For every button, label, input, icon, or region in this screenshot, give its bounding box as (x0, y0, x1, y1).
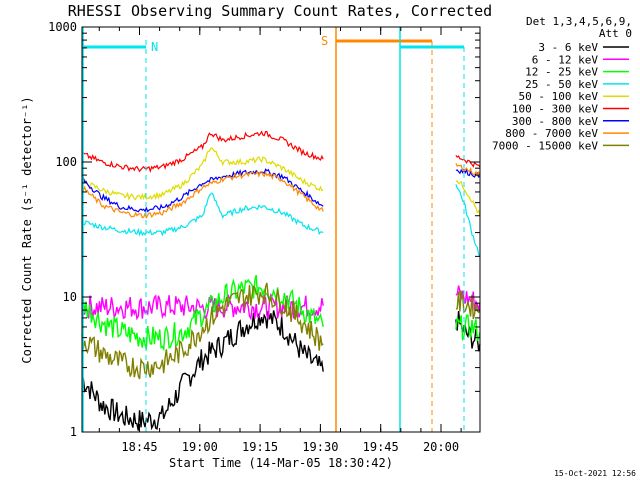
axes: 18:45 19:00 19:15 19:30 19:45 20:00 1 10 100 1000 (48, 20, 480, 454)
observation-markers: N S (82, 27, 465, 432)
legend-label-1: 6 - 12 keV (532, 53, 599, 66)
series-line-5-seg-0 (81, 130, 324, 174)
legend-header-1: Det 1,3,4,5,6,9, (526, 15, 632, 28)
legend-label-8: 7000 - 15000 keV (492, 139, 598, 152)
legend-label-5: 100 - 300 keV (512, 103, 598, 116)
legend-label-2: 12 - 25 keV (525, 66, 598, 79)
x-tick-label-5: 20:00 (423, 440, 459, 454)
series-line-3-seg-1 (455, 184, 481, 257)
x-tick-label-3: 19:30 (302, 440, 338, 454)
legend-label-0: 3 - 6 keV (538, 41, 598, 54)
y-tick-label-3: 1000 (48, 20, 77, 34)
series-line-7-seg-1 (455, 162, 481, 177)
legend-header-2: Att 0 (599, 27, 632, 40)
chart-title: RHESSI Observing Summary Count Rates, Co… (68, 2, 492, 20)
y-axis-label: Corrected Count Rate (s⁻¹ detector⁻¹) (20, 96, 34, 363)
plot-frame (81, 26, 481, 433)
saa-label: S (321, 34, 328, 48)
x-axis-label: Start Time (14-Mar-05 18:30:42) (169, 456, 393, 470)
legend-label-7: 800 - 7000 keV (505, 127, 598, 140)
y-tick-label-0: 1 (70, 425, 77, 439)
series-line-2-seg-1 (455, 314, 481, 343)
x-tick-label-0: 18:45 (121, 440, 157, 454)
legend-label-6: 300 - 800 keV (512, 115, 598, 128)
series-line-0-seg-0 (82, 310, 324, 431)
night-label: N (151, 40, 158, 54)
footer-date: 15-Oct-2021 12:56 (554, 469, 636, 478)
legend-label-3: 25 - 50 keV (525, 78, 598, 91)
series-line-2-seg-0 (81, 275, 324, 352)
series-line-7-seg-0 (81, 170, 324, 220)
series-line-6-seg-0 (81, 168, 324, 213)
series-line-4-seg-1 (455, 180, 481, 216)
x-tick-label-2: 19:15 (242, 440, 278, 454)
series-line-3-seg-0 (81, 192, 324, 237)
x-tick-label-4: 19:45 (363, 440, 399, 454)
series-line-6-seg-1 (455, 168, 481, 178)
series-line-8-seg-0 (81, 282, 324, 380)
y-tick-label-1: 10 (63, 290, 77, 304)
series-layer (81, 130, 481, 431)
series-line-5-seg-1 (455, 154, 481, 168)
series-line-4-seg-0 (81, 147, 324, 201)
x-tick-label-1: 19:00 (182, 440, 218, 454)
y-tick-label-2: 100 (55, 155, 77, 169)
legend-label-4: 50 - 100 keV (519, 90, 599, 103)
